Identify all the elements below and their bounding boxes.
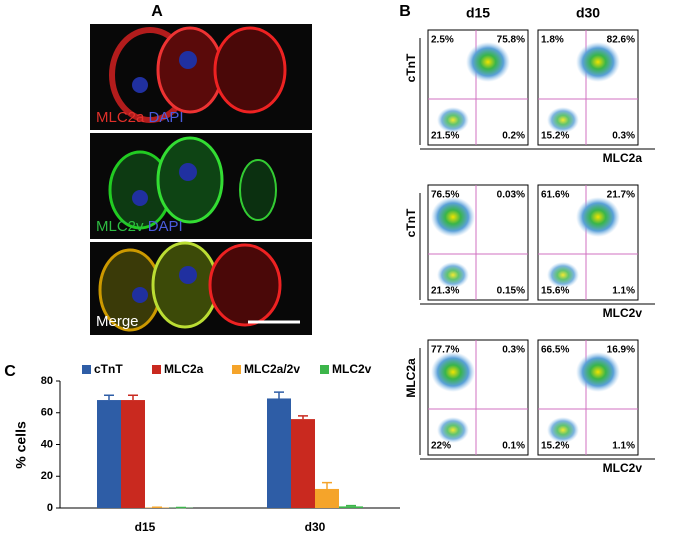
quadrant-percent: 0.15% [497,286,525,297]
cell-cluster [547,417,579,443]
quadrant-percent: 1.8% [541,35,564,46]
error-bar [322,481,332,489]
x-axis-label: MLC2v [603,461,643,475]
error-bar [346,504,356,507]
bar [291,419,315,508]
quadrant-percent: 0.2% [502,131,525,142]
quadrant-percent: 0.1% [502,441,525,452]
y-axis-label: MLC2a [404,358,418,398]
panel-label: A [151,3,163,20]
stain-label: MLC2a [96,109,145,126]
column-header: d30 [576,5,600,21]
cell-cluster [466,42,510,82]
column-header: d15 [466,5,490,21]
error-bar [104,394,114,401]
legend-label: MLC2a/2v [244,362,300,376]
quadrant-percent: 16.9% [607,345,635,356]
bar [121,400,145,508]
quadrant-percent: 15.6% [541,286,569,297]
cell-cluster [431,197,475,237]
error-bar [128,394,138,401]
y-tick-label: 0 [47,502,53,514]
legend-swatch [320,365,329,374]
cell-cluster [547,262,579,288]
x-tick-label: d30 [305,520,326,534]
cell-cluster [576,42,620,82]
cell-cluster [437,262,469,288]
bar [267,398,291,508]
y-axis-label: cTnT [404,53,418,82]
micrographs [90,24,312,335]
quadrant-percent: 77.7% [431,345,459,356]
legend-label: MLC2v [332,362,372,376]
panel-label: C [4,363,16,380]
quadrant-percent: 1.1% [612,441,635,452]
quadrant-percent: 15.2% [541,441,569,452]
cell-cluster [576,197,620,237]
error-bar [274,391,284,399]
cell-cluster [437,417,469,443]
x-tick-label: d15 [135,520,156,534]
x-axis-label: MLC2v [603,306,643,320]
cell-cluster [437,107,469,133]
panel-label: B [399,3,411,20]
svg-text:MLC2a DAPI: MLC2a DAPI [96,109,184,126]
stain-label: MLC2v [96,218,144,235]
quadrant-percent: 0.03% [497,190,525,201]
bar [315,488,339,508]
y-tick-label: 80 [41,375,53,387]
counter-label: DAPI [148,218,183,235]
quadrant-percent: 61.6% [541,190,569,201]
legend-label: MLC2a [164,362,204,376]
x-axis-label: MLC2a [603,151,643,165]
counter-label: DAPI [149,109,184,126]
quadrant-percent: 2.5% [431,35,454,46]
quadrant-percent: 0.3% [612,131,635,142]
y-axis-label: cTnT [404,208,418,237]
bar [97,400,121,508]
quadrant-percent: 66.5% [541,345,569,356]
legend-swatch [82,365,91,374]
quadrant-percent: 21.3% [431,286,459,297]
legend-swatch [152,365,161,374]
cell-cluster [431,352,475,392]
quadrant-percent: 1.1% [612,286,635,297]
quadrant-percent: 0.3% [502,345,525,356]
cell-cluster [547,107,579,133]
legend-swatch [232,365,241,374]
quadrant-percent: 76.5% [431,190,459,201]
error-bar [298,415,308,420]
cell-cluster [576,352,620,392]
y-tick-label: 20 [41,470,53,482]
quadrant-percent: 82.6% [607,35,635,46]
svg-text:MLC2v DAPI: MLC2v DAPI [96,218,183,235]
y-tick-label: 40 [41,438,53,450]
quadrant-percent: 75.8% [497,35,525,46]
stain-label: Merge [96,313,139,330]
bar [339,506,363,508]
quadrant-percent: 21.7% [607,190,635,201]
y-tick-label: 60 [41,407,53,419]
legend-label: cTnT [94,362,123,376]
y-axis-label: % cells [13,421,29,469]
quadrant-percent: 22% [431,441,451,452]
quadrant-percent: 21.5% [431,131,459,142]
quadrant-percent: 15.2% [541,131,569,142]
